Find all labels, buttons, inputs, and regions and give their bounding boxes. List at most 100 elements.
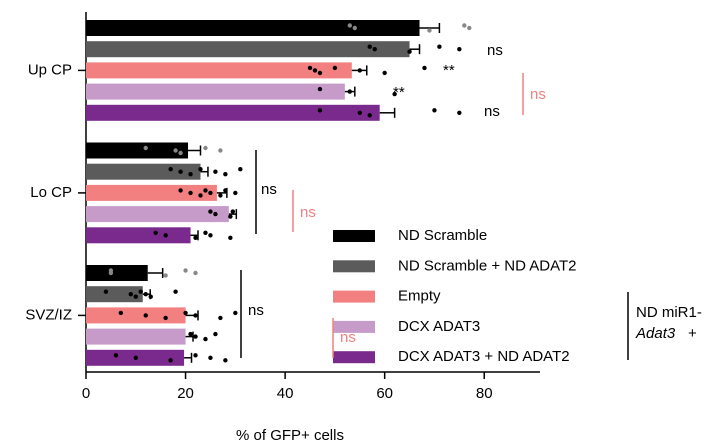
significance-label: ns xyxy=(248,302,264,319)
significance-label: ns xyxy=(487,42,503,59)
x-axis-label: % of GFP+ cells xyxy=(236,427,344,444)
data-point xyxy=(108,270,114,276)
data-point xyxy=(462,23,467,28)
data-point xyxy=(457,47,462,52)
data-point xyxy=(317,70,323,76)
bar xyxy=(86,265,148,281)
data-point xyxy=(312,68,318,73)
data-point xyxy=(163,273,168,278)
x-tick-label: 80 xyxy=(476,385,493,402)
data-point xyxy=(183,268,188,273)
data-point xyxy=(188,190,193,196)
data-point xyxy=(422,65,427,71)
legend-label: ND Scramble + ND ADAT2 xyxy=(398,257,577,274)
data-point xyxy=(143,145,148,151)
data-point xyxy=(173,289,178,294)
data-point xyxy=(163,315,168,321)
data-point xyxy=(143,292,148,297)
data-point xyxy=(143,313,148,318)
legend-label: DCX ADAT3 + ND ADAT2 xyxy=(398,348,570,365)
data-point xyxy=(407,49,412,54)
significance-label: ns xyxy=(340,329,356,346)
data-point xyxy=(208,355,213,360)
data-point xyxy=(208,233,213,238)
legend-swatch xyxy=(333,290,375,303)
data-point xyxy=(437,44,442,49)
data-point xyxy=(203,145,208,151)
bar xyxy=(86,227,191,244)
legend-label: ND Scramble xyxy=(398,227,487,244)
data-point xyxy=(153,230,158,235)
legend-swatch xyxy=(333,351,375,364)
data-point xyxy=(193,270,198,276)
data-point xyxy=(238,167,243,172)
data-point xyxy=(193,235,198,240)
data-point xyxy=(457,110,462,116)
legend-label: DCX ADAT3 xyxy=(398,318,480,335)
legend-group-label: ND miR1- xyxy=(636,304,702,321)
data-point xyxy=(432,108,437,113)
legend-group-label: Adat3 xyxy=(635,325,676,342)
x-tick-label: 60 xyxy=(376,385,393,402)
data-point xyxy=(138,289,143,294)
significance-label: ns xyxy=(484,103,500,120)
data-point xyxy=(213,169,218,174)
data-point xyxy=(213,211,218,217)
data-point xyxy=(223,172,228,177)
data-point xyxy=(332,65,338,71)
data-point xyxy=(163,233,168,238)
significance-label: ** xyxy=(393,84,405,101)
data-point xyxy=(218,148,223,153)
bar xyxy=(86,41,410,58)
data-point xyxy=(233,190,238,196)
bar xyxy=(86,163,201,180)
data-point xyxy=(198,167,203,172)
bar xyxy=(86,62,352,79)
data-point xyxy=(188,172,193,177)
data-point xyxy=(208,190,213,196)
data-point xyxy=(133,355,138,360)
data-point xyxy=(317,86,323,92)
x-tick-label: 40 xyxy=(277,385,294,402)
data-point xyxy=(427,28,432,33)
data-point xyxy=(133,294,138,299)
data-point xyxy=(357,68,362,73)
data-point xyxy=(467,25,472,31)
bar xyxy=(86,206,229,223)
data-point xyxy=(193,353,198,358)
data-point xyxy=(168,358,173,363)
data-point xyxy=(203,230,208,235)
data-point xyxy=(382,70,387,76)
legend-swatch xyxy=(333,230,375,242)
data-point xyxy=(233,310,238,316)
bar xyxy=(86,184,217,201)
data-point xyxy=(367,113,372,118)
x-tick-label: 20 xyxy=(177,385,194,402)
y-tick-label: SVZ/IZ xyxy=(25,306,72,323)
legend-swatch xyxy=(333,260,375,273)
data-point xyxy=(208,209,213,214)
x-tick-label: 0 xyxy=(82,385,90,402)
data-point xyxy=(148,294,153,299)
data-point xyxy=(218,315,223,321)
data-point xyxy=(103,289,109,294)
data-point xyxy=(372,47,377,52)
data-point xyxy=(317,108,323,113)
bar xyxy=(86,328,186,345)
data-point xyxy=(193,334,198,339)
bar xyxy=(86,104,380,121)
data-point xyxy=(352,25,357,31)
data-point xyxy=(178,169,183,174)
y-tick-label: Up CP xyxy=(28,61,72,78)
significance-label: ns xyxy=(261,181,277,198)
data-point xyxy=(347,23,353,28)
data-point xyxy=(228,214,233,219)
bar xyxy=(86,307,186,324)
data-point xyxy=(118,310,124,316)
data-point xyxy=(178,150,183,156)
y-tick-label: Lo CP xyxy=(30,184,72,201)
data-point xyxy=(347,89,353,94)
data-point xyxy=(218,193,223,198)
significance-label: ** xyxy=(443,62,455,79)
